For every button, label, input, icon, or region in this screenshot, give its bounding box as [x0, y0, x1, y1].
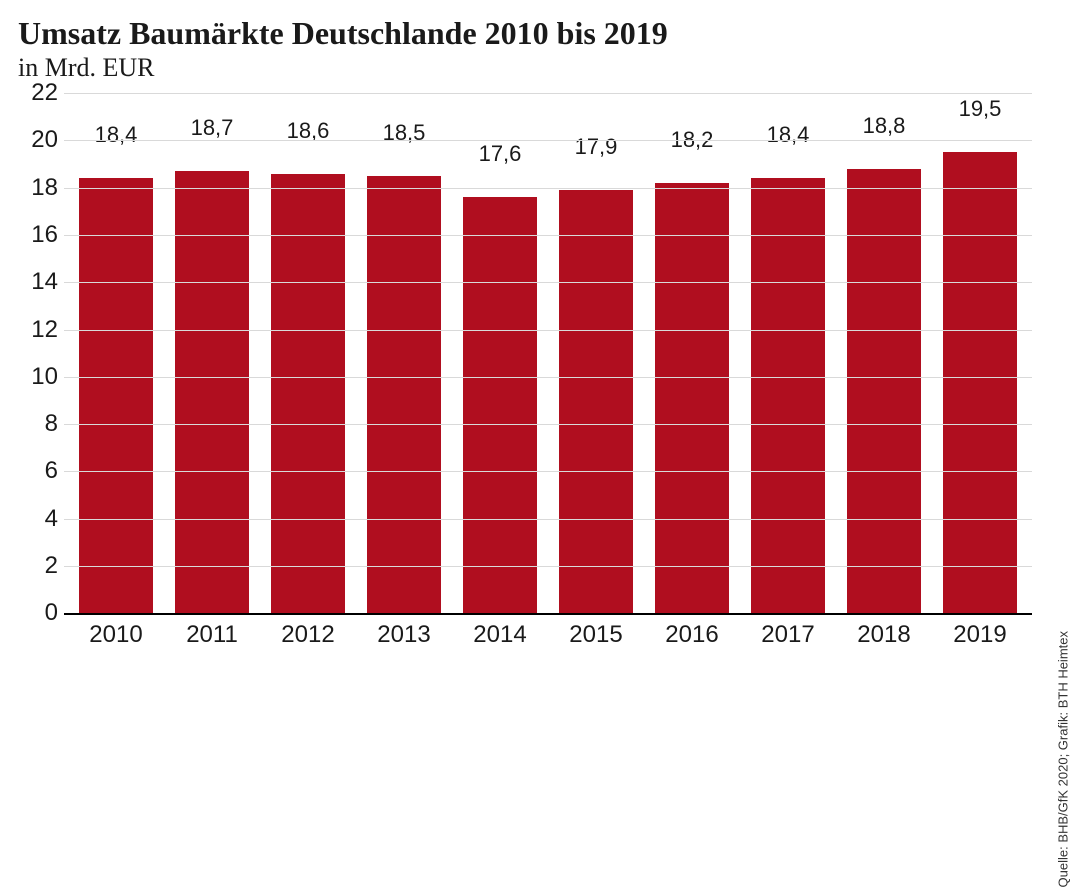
bar-slot: 19,5 [932, 93, 1028, 613]
y-tick-label: 6 [12, 457, 58, 485]
y-tick-label: 12 [12, 316, 58, 344]
y-tick-label: 2 [12, 552, 58, 580]
bar-value-label: 19,5 [959, 96, 1002, 122]
bar-value-label: 17,9 [575, 134, 618, 160]
bar [463, 197, 538, 613]
bar [271, 174, 346, 614]
bar-slot: 17,9 [548, 93, 644, 613]
plot-area: 18,4 18,7 18,6 18,5 17,6 17,9 18,2 18,4 18,8 19,5 [64, 93, 1032, 615]
bar-value-label: 17,6 [479, 141, 522, 167]
bar [367, 176, 442, 613]
x-tick-label: 2012 [260, 621, 356, 649]
bar-value-label: 18,4 [767, 122, 810, 148]
y-tick-label: 14 [12, 268, 58, 296]
bar-slot: 18,4 [740, 93, 836, 613]
y-tick-label: 20 [12, 126, 58, 154]
x-tick-label: 2016 [644, 621, 740, 649]
bar [751, 178, 826, 613]
bar-slot: 18,2 [644, 93, 740, 613]
chart-subtitle: in Mrd. EUR [18, 53, 1044, 83]
bar-slot: 18,6 [260, 93, 356, 613]
bar [943, 152, 1018, 613]
source-credit: Quelle: BHB/GfK 2020; Grafik: BTH Heimte… [1055, 631, 1070, 887]
bar-slot: 18,5 [356, 93, 452, 613]
bars-container: 18,4 18,7 18,6 18,5 17,6 17,9 18,2 18,4 18,8 19,5 [64, 93, 1032, 613]
bar [655, 183, 730, 613]
x-axis-labels: 2010201120122013201420152016201720182019 [64, 615, 1032, 649]
x-tick-label: 2010 [68, 621, 164, 649]
bar [79, 178, 154, 613]
bar-slot: 18,7 [164, 93, 260, 613]
bar-value-label: 18,2 [671, 127, 714, 153]
y-tick-label: 0 [12, 599, 58, 627]
y-tick-label: 18 [12, 174, 58, 202]
x-tick-label: 2013 [356, 621, 452, 649]
x-tick-label: 2011 [164, 621, 260, 649]
chart-container: Umsatz Baumärkte Deutschlande 2010 bis 2… [0, 0, 1080, 675]
y-axis-labels: 0246810121416182022 [12, 93, 58, 613]
x-tick-label: 2015 [548, 621, 644, 649]
bar-value-label: 18,7 [191, 115, 234, 141]
chart-title: Umsatz Baumärkte Deutschlande 2010 bis 2… [18, 16, 1044, 51]
x-tick-label: 2014 [452, 621, 548, 649]
y-tick-label: 16 [12, 221, 58, 249]
y-tick-label: 8 [12, 410, 58, 438]
bar-value-label: 18,4 [95, 122, 138, 148]
x-tick-label: 2019 [932, 621, 1028, 649]
bar-value-label: 18,5 [383, 120, 426, 146]
bar [847, 169, 922, 613]
bar [175, 171, 250, 613]
bar-value-label: 18,8 [863, 113, 906, 139]
y-tick-label: 4 [12, 505, 58, 533]
y-tick-label: 10 [12, 363, 58, 391]
bar-value-label: 18,6 [287, 118, 330, 144]
y-tick-label: 22 [12, 79, 58, 107]
bar-slot: 18,4 [68, 93, 164, 613]
bar-slot: 18,8 [836, 93, 932, 613]
bar-slot: 17,6 [452, 93, 548, 613]
x-tick-label: 2018 [836, 621, 932, 649]
x-tick-label: 2017 [740, 621, 836, 649]
bar [559, 190, 634, 613]
